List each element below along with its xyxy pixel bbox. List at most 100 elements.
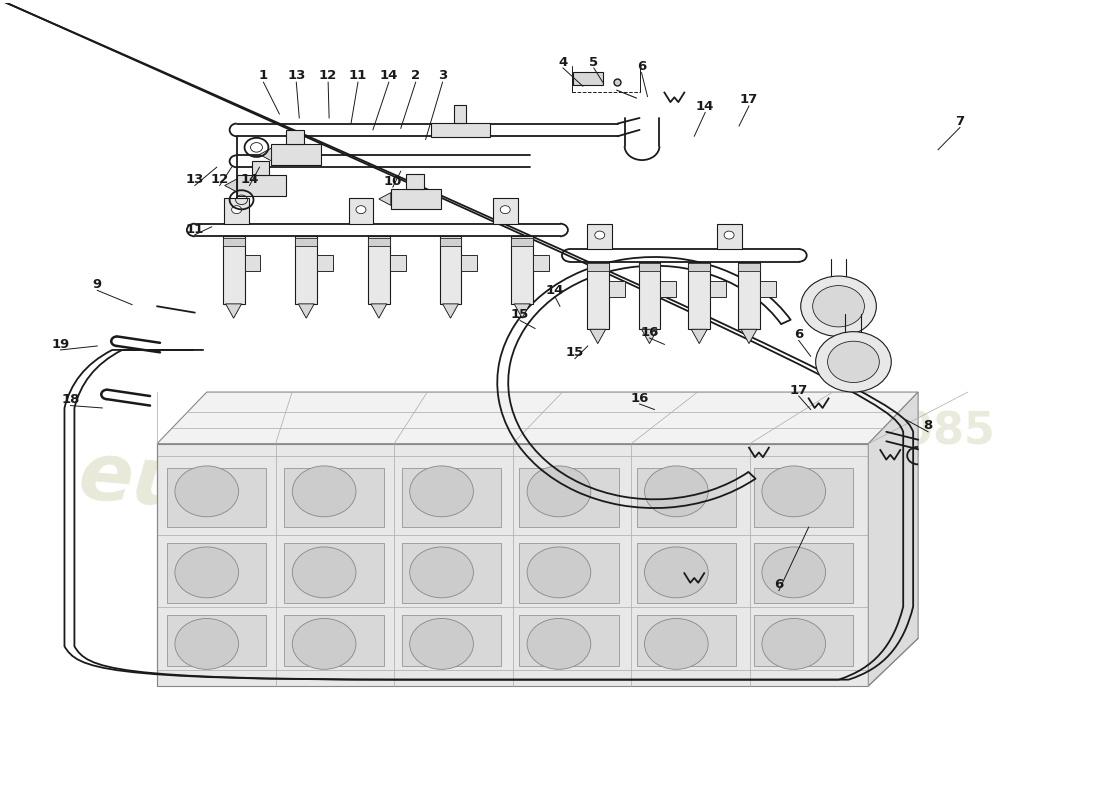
Circle shape bbox=[816, 332, 891, 392]
Bar bbox=[512, 238, 534, 246]
Text: 13: 13 bbox=[287, 70, 306, 82]
Text: 14: 14 bbox=[379, 70, 398, 82]
Polygon shape bbox=[691, 330, 707, 343]
Bar bbox=[461, 255, 477, 271]
Circle shape bbox=[232, 206, 242, 214]
Circle shape bbox=[762, 547, 826, 598]
Bar bbox=[430, 122, 491, 137]
Circle shape bbox=[527, 466, 591, 517]
Text: 6: 6 bbox=[774, 578, 783, 591]
Circle shape bbox=[409, 547, 473, 598]
Bar bbox=[222, 236, 244, 304]
Polygon shape bbox=[868, 392, 918, 686]
Text: 2085: 2085 bbox=[871, 410, 996, 454]
Text: 6: 6 bbox=[794, 328, 803, 342]
Bar bbox=[534, 255, 549, 271]
Bar bbox=[367, 236, 389, 304]
Text: 3: 3 bbox=[438, 70, 448, 82]
Bar bbox=[519, 543, 618, 602]
Bar bbox=[389, 255, 406, 271]
Text: 15: 15 bbox=[565, 346, 584, 359]
Bar bbox=[689, 262, 711, 330]
Circle shape bbox=[813, 286, 865, 327]
Bar bbox=[754, 467, 854, 527]
Bar bbox=[689, 263, 711, 271]
Polygon shape bbox=[371, 304, 387, 318]
Circle shape bbox=[762, 618, 826, 670]
Bar bbox=[272, 144, 321, 165]
Text: 16: 16 bbox=[630, 392, 649, 405]
Bar bbox=[244, 255, 261, 271]
Bar bbox=[402, 543, 502, 602]
Bar bbox=[639, 262, 660, 330]
Bar bbox=[284, 614, 384, 666]
Bar bbox=[440, 236, 461, 304]
Bar bbox=[284, 467, 384, 527]
Circle shape bbox=[724, 231, 734, 239]
Text: 2: 2 bbox=[411, 70, 420, 82]
Polygon shape bbox=[741, 330, 757, 343]
Bar bbox=[167, 614, 266, 666]
Polygon shape bbox=[298, 304, 315, 318]
Text: euroParts: euroParts bbox=[75, 438, 521, 554]
Circle shape bbox=[293, 547, 356, 598]
Bar bbox=[295, 238, 317, 246]
Circle shape bbox=[801, 276, 877, 337]
Bar bbox=[390, 189, 441, 210]
Bar bbox=[317, 255, 333, 271]
Circle shape bbox=[293, 618, 356, 670]
Bar bbox=[637, 543, 736, 602]
Polygon shape bbox=[514, 304, 530, 318]
Text: 11: 11 bbox=[349, 70, 367, 82]
Circle shape bbox=[356, 206, 366, 214]
Bar bbox=[236, 175, 286, 196]
Circle shape bbox=[293, 466, 356, 517]
Circle shape bbox=[409, 466, 473, 517]
Text: a passion for parts: a passion for parts bbox=[468, 587, 676, 626]
Polygon shape bbox=[157, 392, 918, 444]
Polygon shape bbox=[590, 330, 606, 343]
Bar bbox=[637, 467, 736, 527]
Text: 14: 14 bbox=[546, 284, 564, 297]
Bar bbox=[660, 281, 676, 297]
Text: 6: 6 bbox=[637, 60, 646, 73]
Bar bbox=[760, 281, 775, 297]
Circle shape bbox=[527, 618, 591, 670]
Bar bbox=[608, 281, 625, 297]
Circle shape bbox=[175, 618, 239, 670]
Bar bbox=[573, 72, 603, 85]
Bar bbox=[512, 236, 534, 304]
Circle shape bbox=[527, 547, 591, 598]
Polygon shape bbox=[224, 179, 236, 192]
Text: 12: 12 bbox=[210, 173, 229, 186]
Bar bbox=[252, 161, 270, 175]
Bar bbox=[637, 614, 736, 666]
Bar bbox=[454, 106, 466, 122]
Text: 12: 12 bbox=[319, 70, 338, 82]
Bar bbox=[639, 263, 660, 271]
Text: 11: 11 bbox=[186, 222, 204, 236]
Circle shape bbox=[595, 231, 605, 239]
Bar bbox=[754, 614, 854, 666]
Bar bbox=[402, 467, 502, 527]
Polygon shape bbox=[260, 148, 272, 161]
Text: 8: 8 bbox=[924, 419, 933, 432]
Polygon shape bbox=[442, 304, 459, 318]
Polygon shape bbox=[157, 444, 868, 686]
Text: 1: 1 bbox=[258, 70, 268, 82]
Bar bbox=[519, 614, 618, 666]
Text: 17: 17 bbox=[740, 93, 758, 106]
Polygon shape bbox=[226, 304, 242, 318]
Bar bbox=[711, 281, 726, 297]
Bar bbox=[284, 543, 384, 602]
Text: 10: 10 bbox=[384, 175, 402, 188]
Text: 9: 9 bbox=[92, 278, 102, 291]
Bar bbox=[367, 238, 389, 246]
Text: 13: 13 bbox=[186, 173, 204, 186]
Bar bbox=[406, 174, 424, 189]
Text: 16: 16 bbox=[640, 326, 659, 339]
Polygon shape bbox=[378, 193, 390, 206]
Text: 14: 14 bbox=[240, 173, 258, 186]
Bar bbox=[519, 467, 618, 527]
Bar bbox=[440, 238, 461, 246]
